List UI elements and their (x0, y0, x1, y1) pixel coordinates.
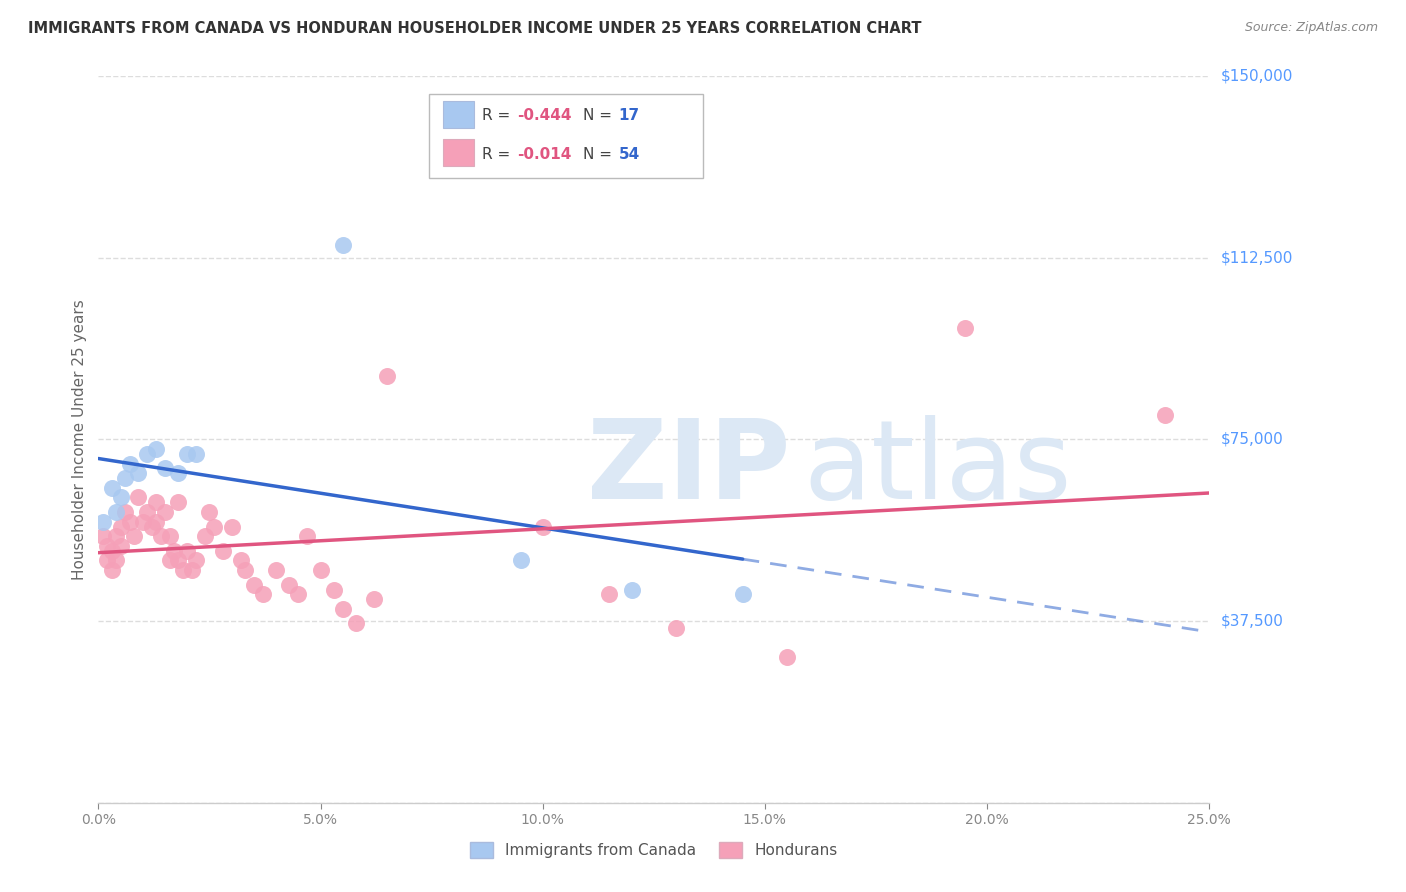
Point (122, 529, 145, 543)
Point (731, 587, 754, 601)
Point (953, 321, 976, 335)
Text: $150,000: $150,000 (1220, 69, 1292, 83)
Point (163, 543, 186, 558)
Point (167, 495, 190, 509)
Point (375, 369, 398, 384)
Text: IMMIGRANTS FROM CANADA VS HONDURAN HOUSEHOLDER INCOME UNDER 25 YEARS CORRELATION: IMMIGRANTS FROM CANADA VS HONDURAN HOUSE… (28, 21, 921, 36)
Point (100, 481, 122, 495)
Point (96, 553, 118, 567)
Point (198, 505, 221, 519)
Point (100, 543, 122, 558)
Point (620, 582, 643, 597)
Point (180, 563, 202, 577)
Point (186, 553, 208, 567)
Point (297, 529, 319, 543)
Point (344, 616, 367, 631)
Point (167, 467, 190, 481)
Point (136, 447, 159, 461)
Point (332, 238, 354, 252)
Point (114, 505, 136, 519)
Point (363, 592, 385, 607)
Point (153, 461, 176, 475)
Text: $37,500: $37,500 (1220, 614, 1284, 629)
Point (278, 578, 301, 592)
Point (332, 602, 354, 616)
Point (665, 621, 688, 635)
Point (776, 650, 799, 665)
Point (145, 442, 167, 456)
Point (252, 587, 274, 601)
Text: ZIP: ZIP (588, 415, 790, 522)
Point (141, 519, 163, 533)
Point (105, 505, 128, 519)
Point (159, 529, 181, 543)
Point (598, 587, 620, 601)
Text: N =: N = (583, 109, 617, 123)
Point (264, 563, 287, 577)
Point (105, 529, 128, 543)
Point (114, 471, 136, 485)
Point (145, 515, 167, 529)
Y-axis label: Householder Income Under 25 years: Householder Income Under 25 years (72, 299, 87, 580)
Point (91, 515, 114, 529)
Point (110, 539, 132, 553)
Point (132, 515, 155, 529)
Point (194, 529, 217, 543)
Text: Source: ZipAtlas.com: Source: ZipAtlas.com (1244, 21, 1378, 34)
Point (233, 563, 256, 577)
Point (229, 553, 252, 567)
Point (145, 495, 167, 509)
Text: 54: 54 (619, 147, 640, 161)
Point (127, 467, 149, 481)
Point (509, 553, 531, 567)
Point (96, 539, 118, 553)
Point (159, 553, 181, 567)
Point (211, 543, 233, 558)
Point (118, 515, 141, 529)
Text: -0.014: -0.014 (517, 147, 572, 161)
Point (202, 519, 225, 533)
Point (309, 563, 332, 577)
Text: 17: 17 (619, 109, 640, 123)
Point (110, 519, 132, 533)
Point (186, 447, 208, 461)
Point (136, 505, 159, 519)
Point (243, 578, 266, 592)
Text: N =: N = (583, 147, 617, 161)
Point (287, 587, 309, 601)
Point (221, 519, 243, 533)
Text: atlas: atlas (804, 415, 1073, 522)
Text: R =: R = (482, 147, 516, 161)
Point (149, 529, 172, 543)
Point (172, 563, 194, 577)
Text: R =: R = (482, 109, 516, 123)
Point (176, 447, 198, 461)
Point (153, 505, 176, 519)
Point (167, 553, 190, 567)
Legend: Immigrants from Canada, Hondurans: Immigrants from Canada, Hondurans (464, 836, 844, 864)
Point (127, 491, 149, 505)
Text: -0.444: -0.444 (517, 109, 572, 123)
Point (118, 457, 141, 471)
Text: $112,500: $112,500 (1220, 250, 1292, 265)
Point (100, 563, 122, 577)
Point (110, 491, 132, 505)
Text: $75,000: $75,000 (1220, 432, 1284, 447)
Point (105, 553, 128, 567)
Point (531, 519, 554, 533)
Point (91, 529, 114, 543)
Point (176, 543, 198, 558)
Point (1153, 408, 1175, 422)
Point (322, 582, 344, 597)
